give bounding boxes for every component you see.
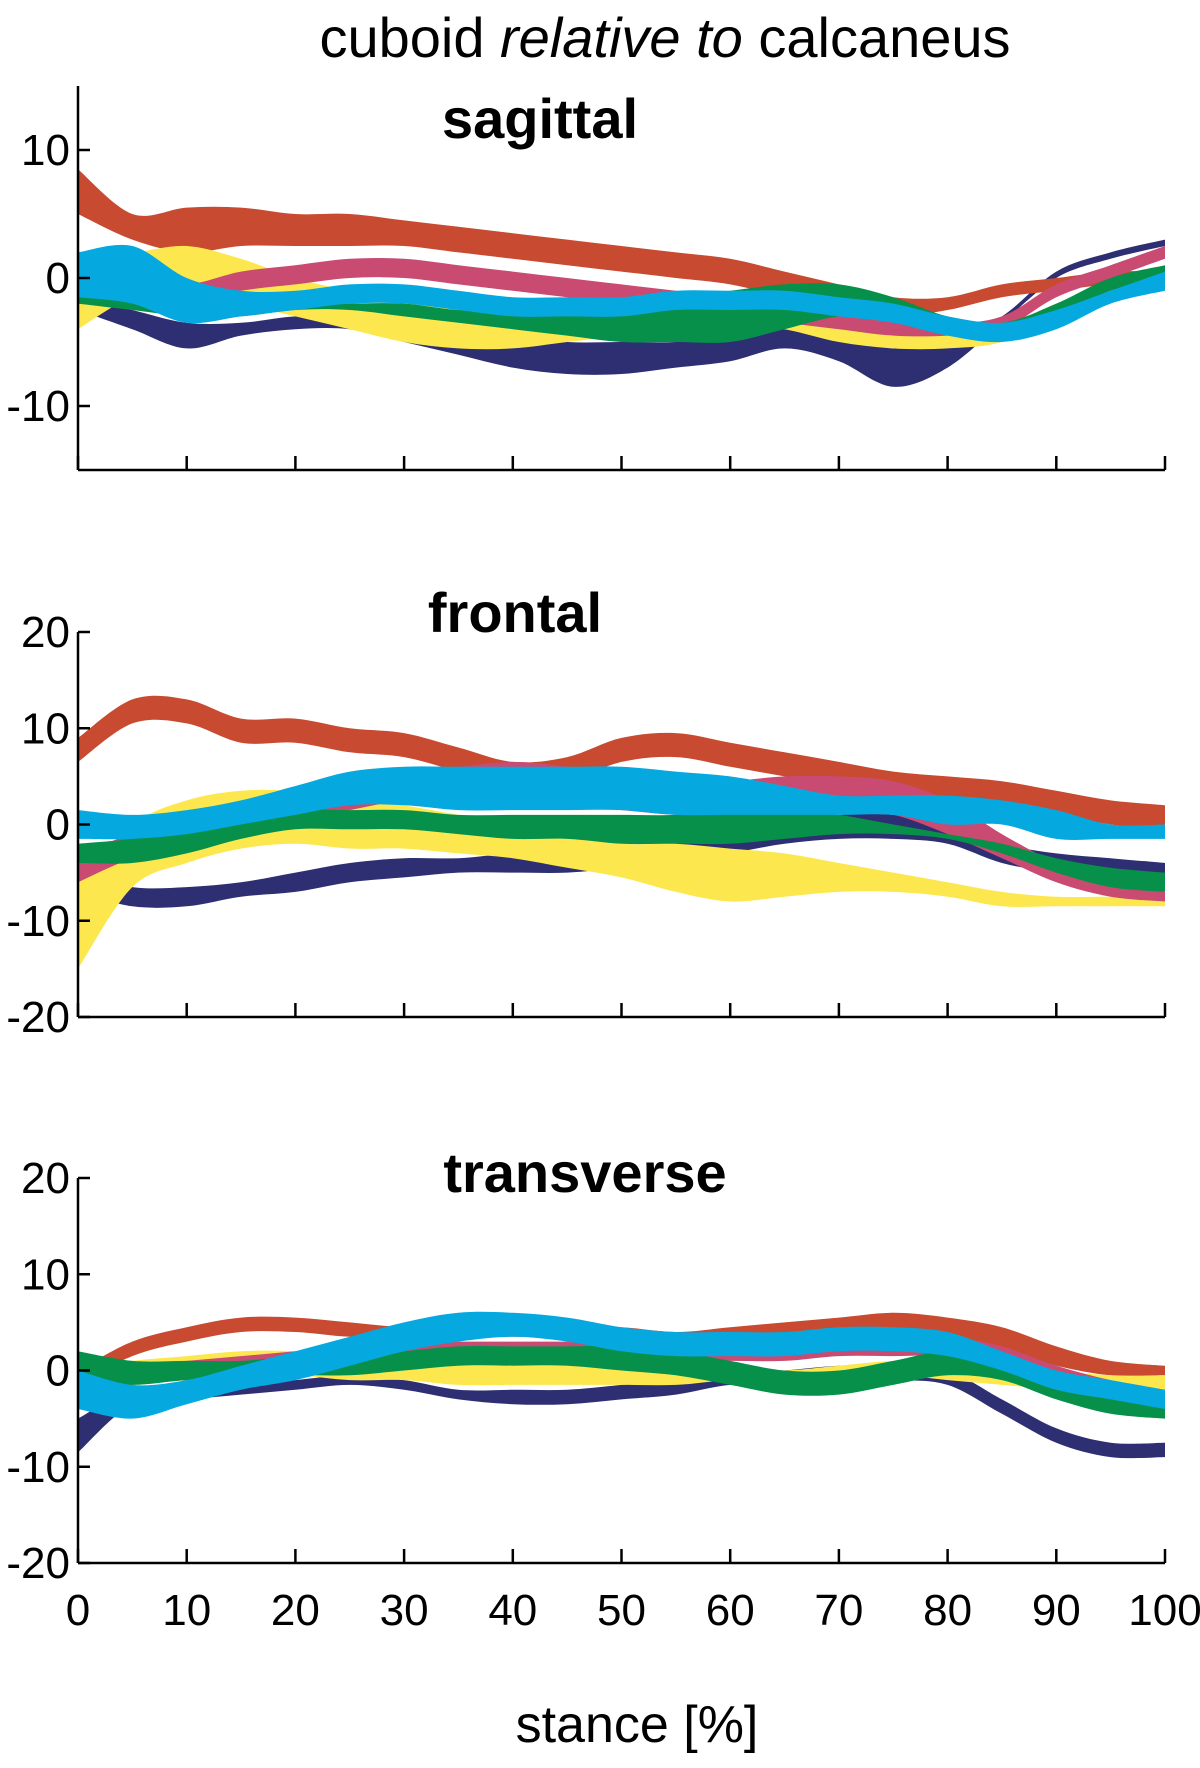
y-tick-label: 20 [21,608,70,657]
band-red [78,695,1165,830]
figure-title: cuboid relative to calcaneus [319,6,1010,69]
band-navy [78,239,1165,387]
y-tick-label: 0 [46,1347,70,1396]
y-tick-label: 10 [21,704,70,753]
x-tick-label: 20 [271,1586,320,1635]
y-tick-label: -10 [6,382,70,431]
figure-title-part-2: relative to [500,6,743,69]
x-tick-label: 10 [162,1586,211,1635]
bands [78,1311,1165,1459]
x-axis-label: stance [%] [516,1696,759,1754]
figure-title-part-3: calcaneus [743,6,1011,69]
band-red [78,169,1165,317]
bands [78,169,1165,387]
panel-title: frontal [428,581,602,644]
y-tick-label: 20 [21,1154,70,1203]
x-tick-label: 50 [597,1586,646,1635]
y-tick-label: -10 [6,1443,70,1492]
x-tick-label: 90 [1032,1586,1081,1635]
band-cyan [78,244,1165,343]
bands [78,695,1165,969]
panel-title: sagittal [442,87,638,150]
y-tick-label: 0 [46,801,70,850]
x-tick-label: 70 [814,1586,863,1635]
band-green [78,809,1165,892]
x-tick-label: 100 [1128,1586,1200,1635]
panel-sagittal: sagittal -10 0 10 [6,86,1167,472]
panel-title: transverse [443,1141,726,1204]
band-pink [78,246,1165,337]
x-tick-label: 40 [488,1586,537,1635]
y-tick-label: 10 [21,126,70,175]
x-tick-label: 60 [706,1586,755,1635]
band-cyan [78,1311,1165,1419]
panel-frontal: frontal -20 -10 0 10 20 [6,581,1167,1042]
panel-transverse: transverse -20 -10 0 10 20 0 10 20 30 40 50 60 70 80 90… [6,1141,1200,1635]
y-tick-label: 0 [46,254,70,303]
y-tick-label: -20 [6,993,70,1042]
figure-title-part-1: cuboid [319,6,500,69]
x-tick-label: 80 [923,1586,972,1635]
y-tick-label: -20 [6,1539,70,1588]
x-tick-label: 0 [66,1586,90,1635]
y-tick-label: -10 [6,897,70,946]
band-yellow [78,789,1165,969]
y-tick-label: 10 [21,1250,70,1299]
band-cyan [78,766,1165,840]
x-tick-label: 30 [380,1586,429,1635]
